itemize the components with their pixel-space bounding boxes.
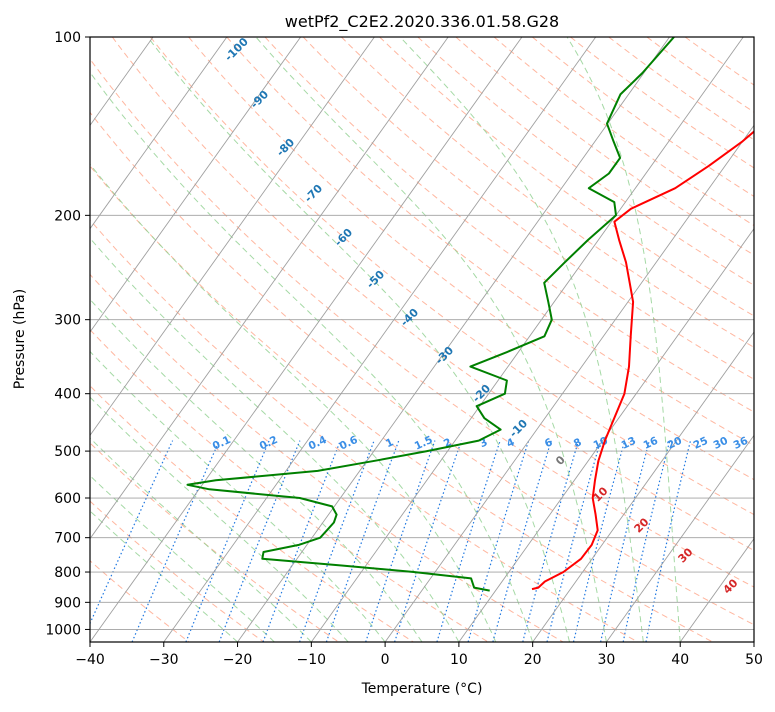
y-tick-label: 900 [54,595,81,611]
y-tick-label: 300 [54,313,81,329]
x-tick-label: 20 [524,652,542,668]
y-tick-label: 600 [54,491,81,507]
y-axis-label: Pressure (hPa) [12,289,28,389]
x-axis-label: Temperature (°C) [361,681,483,697]
x-tick-label: −40 [75,652,105,668]
y-tick-label: 1000 [45,622,81,638]
y-tick-label: 200 [54,208,81,224]
y-tick-label: 400 [54,387,81,403]
chart-title: wetPf2_C2E2.2020.336.01.58.G28 [285,12,559,32]
x-tick-label: −10 [297,652,327,668]
y-tick-label: 500 [54,444,81,460]
x-tick-label: 0 [381,652,390,668]
x-tick-label: −30 [149,652,179,668]
y-tick-label: 100 [54,30,81,46]
x-tick-label: 40 [671,652,689,668]
x-tick-label: 30 [598,652,616,668]
y-tick-label: 700 [54,531,81,547]
y-tick-label: 800 [54,565,81,581]
x-tick-label: −20 [223,652,253,668]
x-tick-label: 10 [450,652,468,668]
x-tick-label: 50 [745,652,763,668]
